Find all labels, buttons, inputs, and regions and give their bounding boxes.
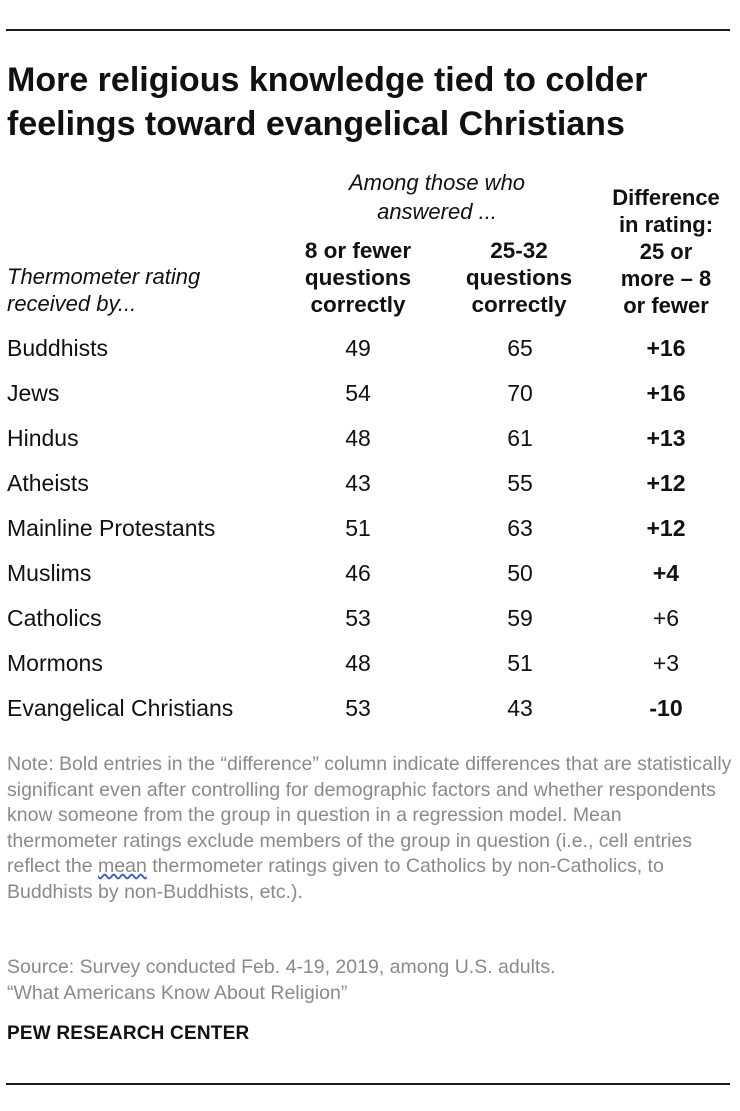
table-row: Catholics 53 59 +6	[0, 596, 740, 641]
source-line-1: Source: Survey conducted Feb. 4-19, 2019…	[7, 956, 556, 978]
row-label: Evangelical Christians	[7, 695, 234, 721]
value-low: 48	[345, 425, 371, 451]
row-label: Atheists	[7, 470, 89, 496]
value-low: 54	[345, 380, 371, 406]
table-row: Jews 54 70 +16	[0, 371, 740, 416]
row-label: Hindus	[7, 425, 79, 451]
row-label: Buddhists	[7, 335, 109, 361]
bottom-rule	[6, 1083, 730, 1085]
value-difference: -10	[649, 695, 683, 721]
value-high: 51	[507, 650, 533, 676]
value-low: 43	[345, 470, 371, 496]
value-high: 50	[507, 560, 533, 586]
column-header-low: 8 or fewer questions correctly	[304, 238, 412, 317]
value-difference: +13	[646, 425, 686, 451]
table-row: Mainline Protestants 51 63 +12	[0, 506, 740, 551]
value-low: 53	[345, 695, 371, 721]
value-low: 49	[345, 335, 371, 361]
value-low: 46	[345, 560, 371, 586]
group-header: Among those who answered ...	[348, 170, 526, 224]
table-row: Buddhists 49 65 +16	[0, 326, 740, 371]
value-difference: +16	[646, 335, 686, 361]
value-high: 59	[507, 605, 533, 631]
value-high: 43	[507, 695, 533, 721]
value-difference: +12	[646, 515, 686, 541]
value-difference: +4	[652, 560, 680, 586]
table-row: Hindus 48 61 +13	[0, 416, 740, 461]
source-text: Source: Survey conducted Feb. 4-19, 2019…	[7, 955, 735, 1006]
source-line-2: “What Americans Know About Religion”	[7, 981, 348, 1004]
value-high: 63	[507, 515, 533, 541]
value-difference: +16	[646, 380, 686, 406]
brand-logo-text: PEW RESEARCH CENTER	[7, 1023, 250, 1044]
column-header-high: 25-32 questions correctly	[465, 238, 573, 317]
value-high: 70	[507, 380, 533, 406]
table-body: Buddhists 49 65 +16 Jews 54 70 +16 Hindus 48 61 +13…	[0, 326, 740, 731]
value-difference: +3	[652, 650, 680, 676]
value-difference: +6	[652, 605, 680, 631]
value-difference: +12	[646, 470, 686, 496]
row-label: Mainline Protestants	[7, 515, 216, 541]
note-text: Note: Bold entries in the “difference” c…	[7, 752, 735, 905]
note-text-part2: thermometer ratings given to Catholics b…	[7, 855, 664, 903]
value-high: 65	[507, 335, 533, 361]
value-high: 55	[507, 470, 533, 496]
column-header-difference: Difference in rating: 25 or more – 8 or …	[612, 185, 720, 318]
table-row: Atheists 43 55 +12	[0, 461, 740, 506]
value-high: 61	[507, 425, 533, 451]
row-label: Jews	[7, 380, 60, 406]
value-low: 53	[345, 605, 371, 631]
row-label: Mormons	[7, 650, 103, 676]
row-label-header: Thermometer rating received by...	[7, 264, 201, 316]
note-text-part1: Note: Bold entries in the “difference” c…	[7, 753, 732, 877]
table-row: Evangelical Christians 53 43 -10	[0, 686, 740, 731]
table-row: Mormons 48 51 +3	[0, 641, 740, 686]
row-label: Muslims	[7, 560, 92, 586]
row-label: Catholics	[7, 605, 102, 631]
value-low: 51	[345, 515, 371, 541]
chart-title: More religious knowledge tied to colder …	[7, 61, 648, 143]
top-rule	[6, 29, 730, 31]
note-text-mean: mean	[98, 855, 147, 877]
value-low: 48	[345, 650, 371, 676]
table-row: Muslims 46 50 +4	[0, 551, 740, 596]
